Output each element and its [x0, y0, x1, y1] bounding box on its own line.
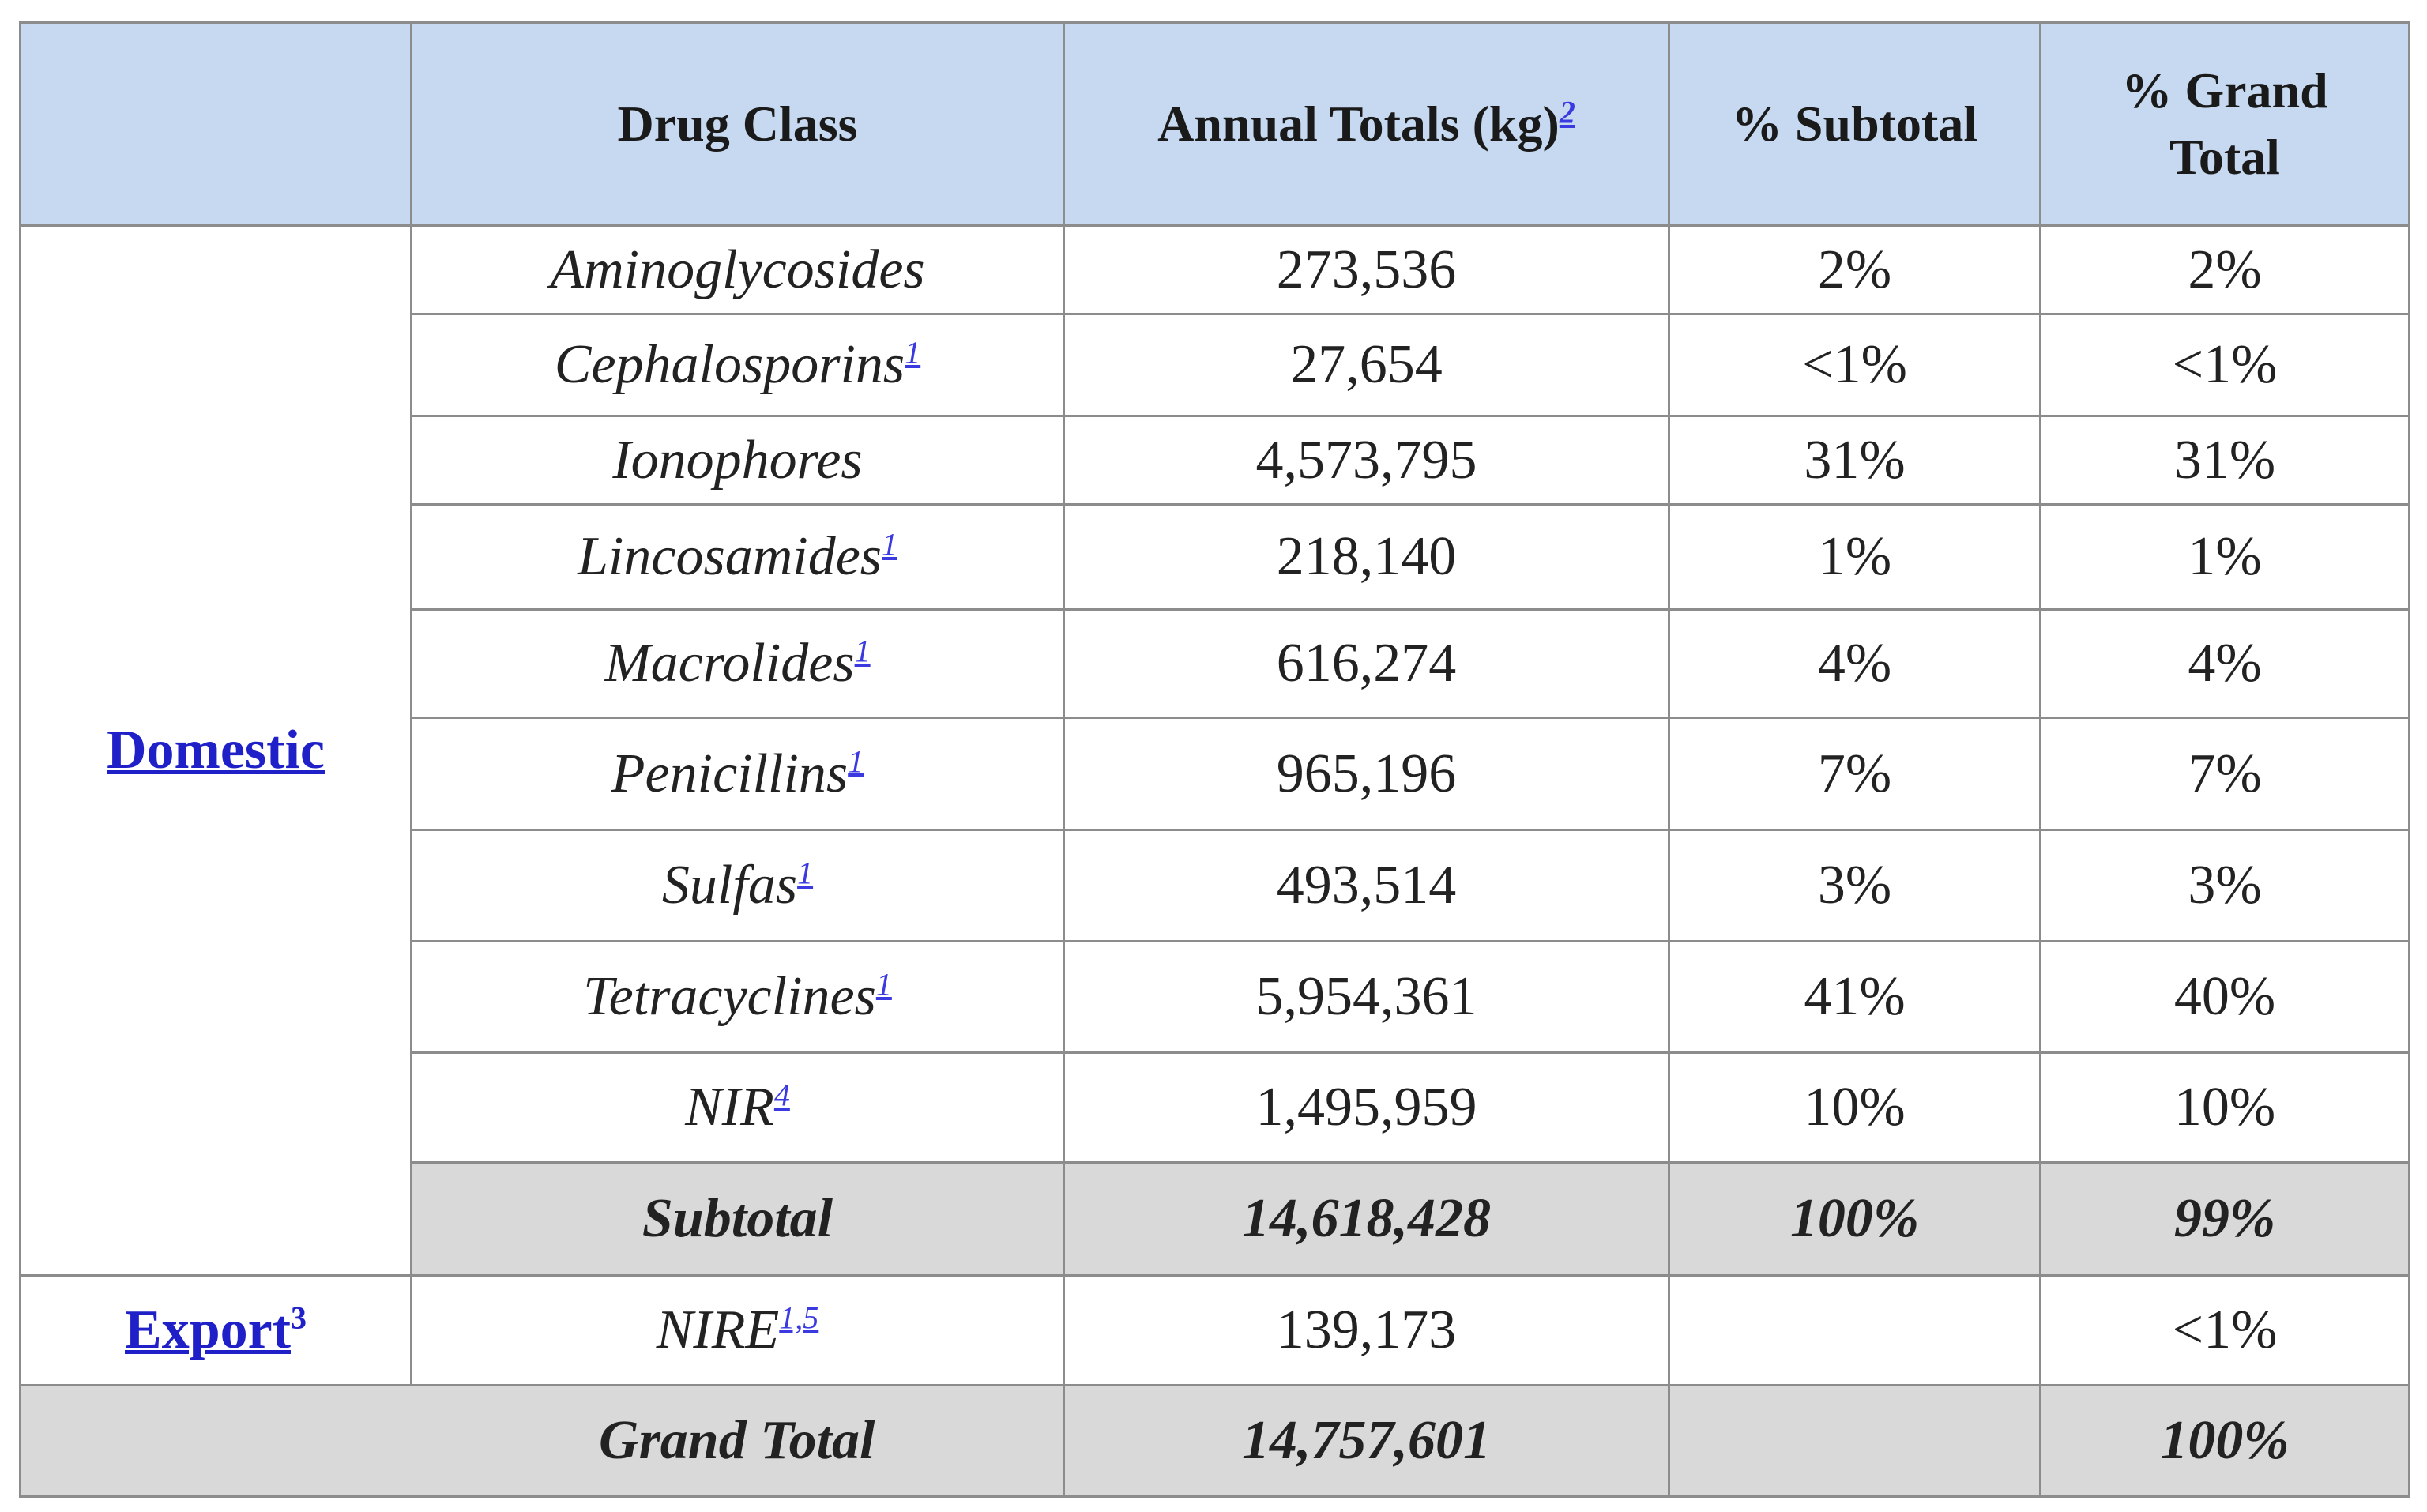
- grand-total-row: Grand Total 14,757,601 100%: [19, 1384, 2410, 1498]
- header-pct-subtotal: % Subtotal: [1668, 21, 2041, 227]
- pct-subtotal-cell: 1%: [1668, 503, 2041, 611]
- pct-grand-total-cell: 31%: [2039, 415, 2410, 506]
- pct-grand-total-cell: 4%: [2039, 608, 2410, 719]
- pct-grand-total-cell: <1%: [2039, 313, 2410, 417]
- drug-class-cell: Ionophores: [410, 415, 1065, 506]
- export-footnote-ref[interactable]: 3: [291, 1299, 307, 1336]
- annual-total-cell: 273,536: [1063, 224, 1670, 315]
- pct-subtotal-cell: [1668, 1384, 2041, 1498]
- pct-subtotal-cell: [1668, 1274, 2041, 1386]
- drug-class-cell: Cephalosporins1: [410, 313, 1065, 417]
- drug-class-cell: Tetracyclines1: [410, 940, 1065, 1054]
- table-row: NIR4 1,495,959 10% 10%: [21, 1051, 2410, 1164]
- annual-total-cell: 493,514: [1063, 829, 1670, 942]
- footnote-ref[interactable]: 1: [882, 526, 897, 562]
- table-row: Lincosamides1 218,140 1% 1%: [21, 503, 2410, 611]
- pct-grand-total-cell: 40%: [2039, 940, 2410, 1054]
- annual-total-cell: 14,757,601: [1063, 1384, 1670, 1498]
- drug-class-name: Grand Total: [599, 1410, 875, 1471]
- pct-grand-total-cell: 7%: [2039, 717, 2410, 831]
- domestic-link[interactable]: Domestic: [106, 720, 325, 780]
- drug-class-name: Penicillins: [611, 743, 849, 804]
- header-pct-grand-total: % Grand Total: [2039, 21, 2410, 227]
- header-annual-totals: Annual Totals (kg)2: [1063, 21, 1670, 227]
- header-blank: [19, 21, 412, 227]
- drug-class-name: Ionophores: [612, 429, 863, 491]
- header-annual-totals-label: Annual Totals (kg): [1157, 96, 1560, 152]
- drug-class-cell: Aminoglycosides: [410, 224, 1065, 315]
- table-row: Ionophores 4,573,795 31% 31%: [21, 415, 2410, 506]
- annual-total-cell: 616,274: [1063, 608, 1670, 719]
- pct-grand-total-cell: 1%: [2039, 503, 2410, 611]
- pct-subtotal-cell: 2%: [1668, 224, 2041, 315]
- annual-total-cell: 965,196: [1063, 717, 1670, 831]
- pct-grand-total-cell: 100%: [2039, 1384, 2410, 1498]
- footnote-ref[interactable]: 4: [773, 1077, 790, 1113]
- drug-class-name: Macrolides: [604, 633, 855, 694]
- pct-grand-total-cell: 2%: [2039, 224, 2410, 315]
- annual-total-cell: 218,140: [1063, 503, 1670, 611]
- header-row: Drug Class Annual Totals (kg)2 % Subtota…: [19, 21, 2410, 227]
- drug-class-cell: Sulfas1: [410, 829, 1065, 942]
- table-row: Cephalosporins1 27,654 <1% <1%: [21, 313, 2410, 417]
- drug-class-name: Sulfas: [661, 855, 798, 916]
- drug-class-name: Subtotal: [642, 1188, 833, 1249]
- export-row: Export3 NIRE1,5 139,173 <1%: [19, 1274, 2410, 1386]
- drug-class-name: Lincosamides: [578, 526, 882, 587]
- footnote-ref[interactable]: 1: [854, 633, 871, 669]
- footnote-ref[interactable]: 1: [848, 743, 864, 780]
- pct-subtotal-cell: <1%: [1668, 313, 2041, 417]
- subtotal-row: Subtotal 14,618,428 100% 99%: [21, 1161, 2410, 1277]
- drug-class-cell: Subtotal: [410, 1161, 1065, 1277]
- antimicrobial-sales-table: Drug Class Annual Totals (kg)2 % Subtota…: [19, 21, 2410, 1498]
- pct-subtotal-cell: 100%: [1668, 1161, 2041, 1277]
- drug-class-cell: Lincosamides1: [410, 503, 1065, 611]
- drug-class-cell: NIRE1,5: [410, 1274, 1065, 1386]
- pct-subtotal-cell: 3%: [1668, 829, 2041, 942]
- drug-class-name: NIR: [685, 1077, 774, 1138]
- grand-total-blank: [19, 1384, 412, 1498]
- pct-subtotal-cell: 7%: [1668, 717, 2041, 831]
- annual-total-cell: 14,618,428: [1063, 1161, 1670, 1277]
- drug-class-cell: Penicillins1: [410, 717, 1065, 831]
- table-row: Sulfas1 493,514 3% 3%: [21, 829, 2410, 942]
- annual-total-cell: 1,495,959: [1063, 1051, 1670, 1164]
- annual-total-cell: 4,573,795: [1063, 415, 1670, 506]
- drug-class-name: Aminoglycosides: [550, 239, 925, 300]
- drug-class-name: NIRE: [656, 1299, 780, 1360]
- drug-class-cell: Grand Total: [411, 1384, 1065, 1498]
- drug-class-name: Tetracyclines: [583, 966, 876, 1027]
- table-row: Macrolides1 616,274 4% 4%: [21, 608, 2410, 719]
- pct-grand-total-cell: <1%: [2039, 1274, 2410, 1386]
- drug-class-name: Cephalosporins: [554, 334, 905, 395]
- footnote-ref[interactable]: 1: [797, 855, 814, 891]
- footnote-ref[interactable]: 1: [875, 966, 892, 1002]
- drug-class-cell: NIR4: [410, 1051, 1065, 1164]
- footnote-ref[interactable]: 1: [905, 334, 921, 370]
- pct-grand-total-cell: 10%: [2039, 1051, 2410, 1164]
- footnote-ref[interactable]: 2: [1559, 94, 1575, 130]
- pct-grand-total-cell: 99%: [2039, 1161, 2410, 1277]
- table-row: Tetracyclines1 5,954,361 41% 40%: [21, 940, 2410, 1054]
- annual-total-cell: 27,654: [1063, 313, 1670, 417]
- annual-total-cell: 5,954,361: [1063, 940, 1670, 1054]
- annual-total-cell: 139,173: [1063, 1274, 1670, 1386]
- pct-subtotal-cell: 41%: [1668, 940, 2041, 1054]
- pct-subtotal-cell: 31%: [1668, 415, 2041, 506]
- table-row: Penicillins1 965,196 7% 7%: [21, 717, 2410, 831]
- footnote-ref[interactable]: 1,5: [779, 1299, 819, 1336]
- header-drug-class: Drug Class: [410, 21, 1065, 227]
- pct-subtotal-cell: 10%: [1668, 1051, 2041, 1164]
- pct-subtotal-cell: 4%: [1668, 608, 2041, 719]
- pct-grand-total-cell: 3%: [2039, 829, 2410, 942]
- table-row: Domestic Aminoglycosides 273,536 2% 2%: [19, 224, 2410, 1277]
- domestic-cell: Domestic: [19, 224, 412, 1277]
- export-cell: Export3: [19, 1274, 412, 1386]
- drug-class-cell: Macrolides1: [410, 608, 1065, 719]
- export-link[interactable]: Export: [125, 1299, 291, 1360]
